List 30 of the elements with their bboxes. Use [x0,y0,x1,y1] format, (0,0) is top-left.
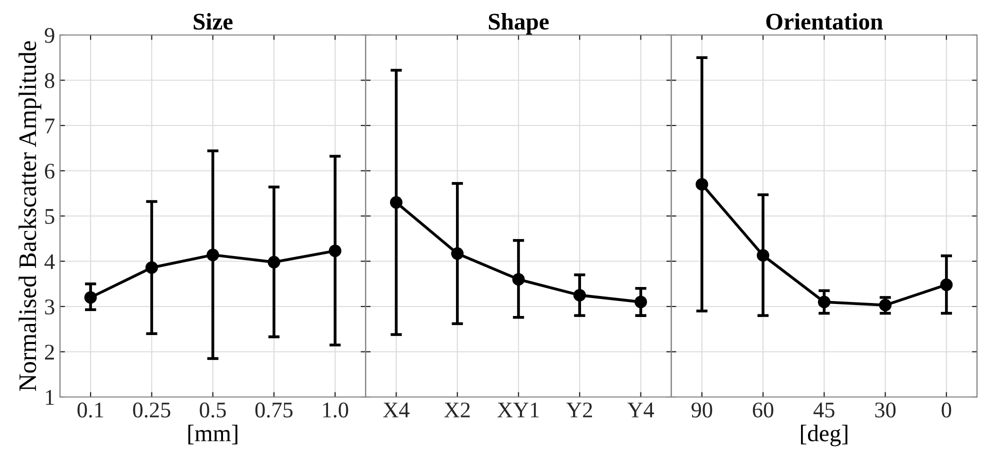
x-tick-label: X4 [383,402,410,418]
x-tick-label: 0.5 [200,402,226,418]
y-tick-label: 5 [45,209,54,224]
y-tick-label: 6 [44,164,54,179]
y-tick-label: 1 [46,390,54,405]
x-tick-label: 90 [692,402,712,418]
x-axis-title: [mm] [188,424,238,444]
x-tick-label: 60 [752,402,774,418]
y-tick-label: 3 [45,299,54,314]
x-tick-label: 1.0 [323,402,348,418]
y-tick-label: 7 [45,118,54,134]
chart-title: Size [194,13,233,30]
chart-title: Shape [488,13,549,34]
y-axis-title: Normalised Backscatter Amplitude [18,41,42,391]
x-axis-title: [deg] [801,424,848,446]
chart-title: Orientation [766,13,883,30]
x-tick-label: XY1 [497,402,539,418]
x-tick-label: Y4 [627,402,654,418]
y-tick-label: 4 [44,254,55,269]
y-tick-label: 9 [44,28,54,43]
x-tick-label: X2 [444,402,470,418]
x-tick-label: 0.1 [78,402,104,418]
x-tick-label: 0 [942,402,952,418]
x-tick-label: 0.75 [255,402,293,418]
x-tick-label: 0.25 [133,402,170,418]
y-tick-label: 2 [45,344,54,360]
y-tick-label: 8 [44,73,54,88]
x-tick-label: Y2 [566,402,592,418]
x-tick-label: 30 [875,402,896,418]
x-tick-label: 45 [813,402,834,418]
